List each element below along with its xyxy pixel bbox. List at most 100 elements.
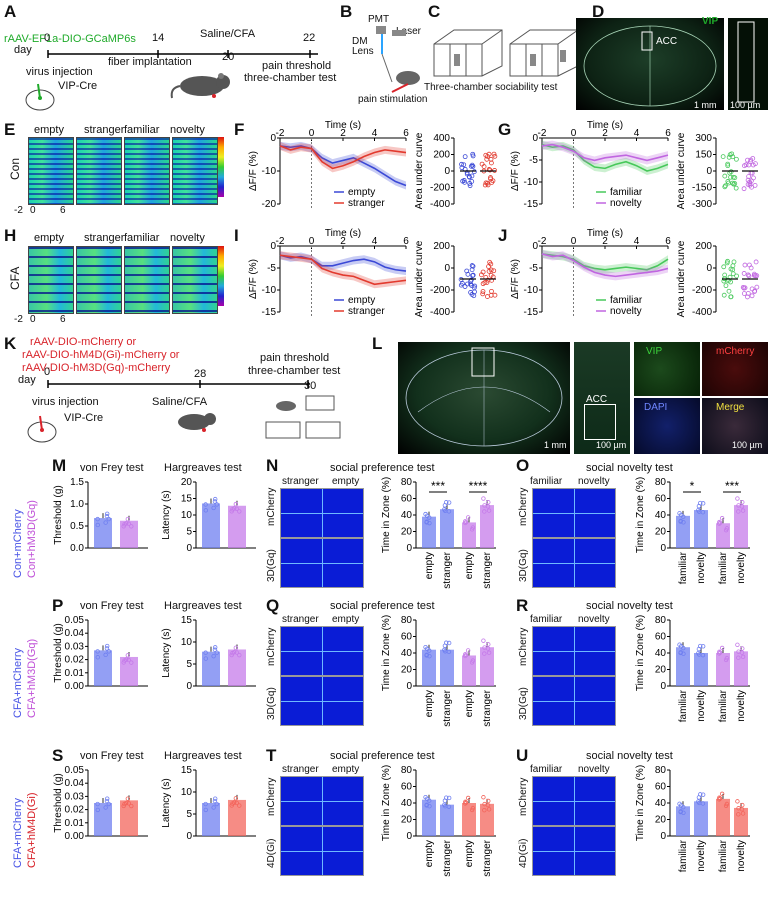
auc-tick-label: 200 [695,241,712,252]
auc-point [728,266,734,272]
bar-point [724,655,730,661]
auc-point [488,175,493,180]
bar [480,505,494,548]
bar-chart-s-hargreaves: 0 5 10 15 Latency (s) [161,765,256,842]
y-tick-label: -15 [524,199,539,210]
auc-axis-label: Area under curve [414,132,425,209]
bar-tick-label: 40 [655,510,667,521]
panel-label-m: M [52,456,67,475]
time-axis-label: Time (s) [325,120,361,131]
bar [462,803,476,836]
x-tick-label: -2 [538,128,547,139]
auc-point [462,154,468,160]
heatmap-con-empty [28,137,74,205]
vonfrey-title-m: von Frey test [80,462,144,474]
bar-point [234,650,239,655]
bar-category-label: familiar [718,551,729,584]
mcherry-channel-image [702,342,768,396]
auc-point [741,291,747,296]
acc-label-l: ACC [586,394,608,405]
bar [676,515,690,548]
auc-tick-label: 300 [695,133,712,144]
auc-point [471,169,477,175]
bar-point [481,496,486,501]
heat-col-novelty-h: novelty [170,232,205,244]
bar-point [95,516,100,522]
bar-point [486,508,492,513]
scale-100um-l: 100 µm [596,440,627,450]
zoom-image-l [574,342,630,454]
familiar-label-o: familiar [530,476,563,487]
auc-point [753,259,759,265]
auc-axis-label: Area under curve [414,240,425,317]
bar-tick-label: 40 [401,648,413,659]
fiber-photometry-diagram [376,26,406,83]
gq-label-n: 3D(Gq) [266,549,277,582]
auc-point [469,179,475,184]
mcherry-label-o: mCherry [518,487,529,526]
y-tick-label: -15 [524,307,539,318]
auc-point [460,178,466,184]
series-b-sem [280,251,406,289]
bar-point [677,642,682,647]
panel-label-o: O [516,456,530,475]
bar [716,798,730,836]
series-a-line [541,143,669,172]
x-tick-label: -2 [276,236,285,247]
series-a-line [279,145,407,187]
x-tick-label: 6 [665,236,671,247]
saline-cfa-k: Saline/CFA [152,396,208,408]
bar-point [125,796,131,801]
auc-point [741,271,747,276]
gi-label-u: 4D(Gi) [518,838,529,868]
social-pref-title-t: social preference test [330,750,435,762]
bar-point [740,811,746,816]
bar [422,649,436,686]
bar-point [427,798,432,803]
bar-point [719,791,725,797]
bar-point [717,520,723,526]
social-nov-title-o: social novelty test [586,462,673,474]
heatmap-cfa-stranger [76,246,122,314]
bar-point [735,642,740,647]
bar-point [700,792,706,797]
auc-point [491,268,497,274]
bar-category-label: empty [424,840,435,867]
fiber-implantation: fiber implantation [108,56,192,68]
group-label-m2: Con+hM3D(Gq) [26,500,38,578]
bar-point [427,515,432,520]
panel-label-f: F [234,120,245,139]
auc-point [746,262,752,268]
bar-tick-label: 0.04 [65,778,85,789]
bar-point [681,645,686,651]
bar-category-label: stranger [442,551,453,588]
three-chamber-a: three-chamber test [244,72,337,84]
bar-point [211,653,216,659]
bar-category-label: novelty [736,840,747,872]
bar-point [424,802,429,807]
auc-point [486,268,492,274]
group-label-p1: CFA+mCherry [12,648,24,718]
bar-tick-label: 15 [181,765,193,776]
auc-point [723,283,729,289]
day-28-k: 28 [194,368,207,380]
bar-tick-label: 15 [181,615,193,626]
bar [440,804,454,836]
bar [694,653,708,686]
empty-label-n: empty [332,476,360,487]
bar-point [678,650,683,655]
panel-label-c: C [428,2,441,21]
auc-point [742,285,748,291]
bar-point [696,508,701,513]
bar-point [463,652,469,658]
bar [228,799,246,836]
bar-point [698,792,703,797]
mouse-icon-k [178,413,216,432]
bar [422,799,436,836]
auc-tick-label: -150 [692,183,712,194]
bar-tick-label: 80 [401,477,413,488]
bar-point [105,643,110,649]
x-tick-label: 4 [634,236,640,247]
